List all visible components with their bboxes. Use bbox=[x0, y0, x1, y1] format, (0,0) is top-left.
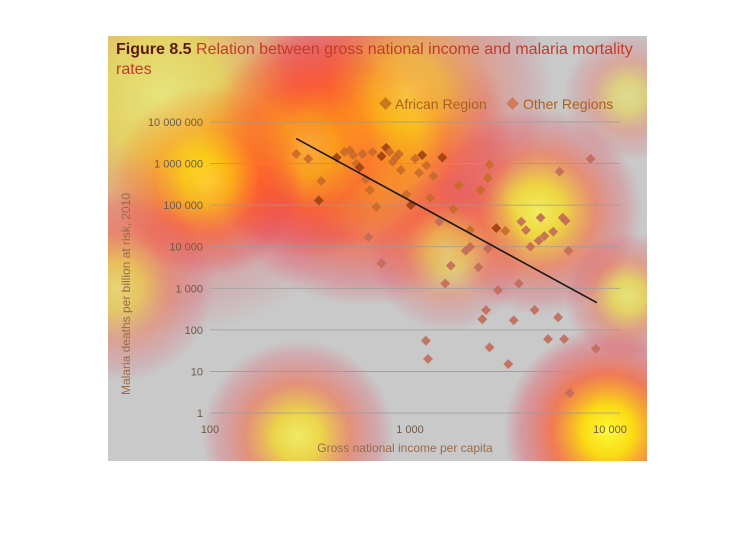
data-point-other bbox=[481, 305, 491, 315]
data-point-african bbox=[371, 202, 382, 212]
data-point-african bbox=[384, 147, 395, 157]
data-point-other bbox=[533, 235, 544, 246]
data-point-other bbox=[529, 305, 540, 315]
data-point-african bbox=[425, 192, 436, 203]
x-tick-label: 10 000 bbox=[593, 424, 627, 436]
data-point-african bbox=[453, 180, 464, 191]
data-point-african bbox=[491, 223, 502, 234]
data-point-other bbox=[560, 215, 571, 226]
data-point-other bbox=[548, 226, 559, 237]
legend-marker-african bbox=[379, 97, 392, 110]
legend-label-other: Other Regions bbox=[523, 96, 613, 112]
data-point-other bbox=[585, 153, 596, 164]
data-point-african bbox=[367, 147, 378, 157]
figure-panel: Figure 8.5 Relation between gross nation… bbox=[108, 36, 647, 461]
data-point-other bbox=[521, 225, 531, 236]
data-points bbox=[291, 142, 601, 399]
legend-marker-other bbox=[506, 97, 519, 110]
data-point-other bbox=[516, 216, 527, 227]
y-tick-label: 10 bbox=[191, 366, 203, 378]
data-point-other bbox=[484, 342, 495, 353]
scatter-chart: 1 10 100 1 000 10 000 100 000 1 000 000 10 000 … bbox=[119, 96, 627, 455]
data-point-other bbox=[513, 278, 524, 289]
data-point-other bbox=[482, 243, 493, 254]
data-point-african bbox=[448, 204, 459, 215]
data-point-other bbox=[477, 314, 488, 325]
data-point-other bbox=[492, 285, 503, 296]
data-point-other bbox=[363, 232, 374, 243]
data-point-african bbox=[360, 174, 371, 185]
data-point-other bbox=[559, 334, 570, 345]
data-point-african bbox=[475, 185, 486, 196]
data-point-african bbox=[364, 185, 375, 196]
data-point-other bbox=[564, 388, 575, 399]
y-tick-label: 1 000 bbox=[175, 283, 203, 295]
trend-line-group bbox=[295, 137, 598, 304]
data-point-other bbox=[554, 166, 565, 177]
data-point-african bbox=[348, 150, 359, 161]
gridlines bbox=[210, 121, 620, 414]
data-point-african bbox=[437, 152, 448, 163]
data-point-other bbox=[525, 241, 536, 252]
heatmap-overlay bbox=[108, 36, 647, 461]
data-point-african bbox=[291, 149, 302, 159]
data-point-other bbox=[434, 216, 445, 227]
data-point-other bbox=[473, 262, 484, 273]
data-point-other bbox=[465, 241, 476, 252]
data-point-african bbox=[482, 173, 493, 183]
data-point-african bbox=[313, 195, 324, 206]
data-point-other bbox=[543, 334, 553, 345]
y-tick-label: 1 bbox=[197, 408, 203, 420]
data-point-other bbox=[563, 245, 574, 256]
y-tick-label: 1 000 000 bbox=[154, 159, 203, 171]
legend: African Region Other Regions bbox=[379, 96, 613, 112]
data-point-other bbox=[420, 335, 431, 346]
x-axis-title: Gross national income per capita bbox=[317, 441, 493, 455]
x-axis-ticks: 100 1 000 10 000 bbox=[201, 424, 627, 436]
y-axis-ticks: 1 10 100 1 000 10 000 100 000 1 000 000 10 000 … bbox=[148, 117, 203, 420]
data-point-other bbox=[539, 231, 550, 242]
data-point-african bbox=[376, 151, 387, 162]
figure-title: Figure 8.5 Relation between gross nation… bbox=[116, 40, 636, 80]
data-point-african bbox=[357, 149, 368, 159]
figure-title-text: Relation between gross national income a… bbox=[116, 41, 633, 78]
data-point-other bbox=[376, 258, 387, 269]
data-point-other bbox=[553, 312, 564, 323]
data-point-other bbox=[423, 353, 433, 364]
data-point-african bbox=[303, 153, 314, 164]
data-point-african bbox=[500, 225, 511, 236]
data-point-african bbox=[395, 165, 406, 175]
data-point-other bbox=[590, 343, 601, 354]
data-point-other bbox=[503, 359, 514, 370]
data-point-african bbox=[484, 159, 495, 170]
data-point-african bbox=[428, 171, 439, 182]
data-point-african bbox=[410, 153, 421, 164]
data-point-african bbox=[354, 162, 365, 173]
x-tick-label: 1 000 bbox=[396, 424, 424, 436]
data-point-other bbox=[535, 212, 546, 223]
data-point-other bbox=[445, 260, 456, 271]
y-tick-label: 10 000 bbox=[169, 242, 203, 254]
legend-label-african: African Region bbox=[395, 96, 487, 112]
x-tick-label: 100 bbox=[201, 424, 219, 436]
data-point-other bbox=[440, 278, 451, 289]
data-point-african bbox=[421, 160, 432, 171]
y-tick-label: 100 000 bbox=[163, 200, 203, 212]
y-axis-title: Malaria deaths per billion at risk, 2010 bbox=[119, 193, 133, 395]
data-point-african bbox=[316, 176, 327, 186]
y-tick-label: 10 000 000 bbox=[148, 117, 203, 129]
figure-number: Figure 8.5 bbox=[116, 41, 192, 58]
data-point-other bbox=[508, 315, 519, 326]
data-point-african bbox=[414, 167, 425, 178]
y-tick-label: 100 bbox=[185, 325, 203, 337]
trend-line bbox=[295, 137, 598, 304]
